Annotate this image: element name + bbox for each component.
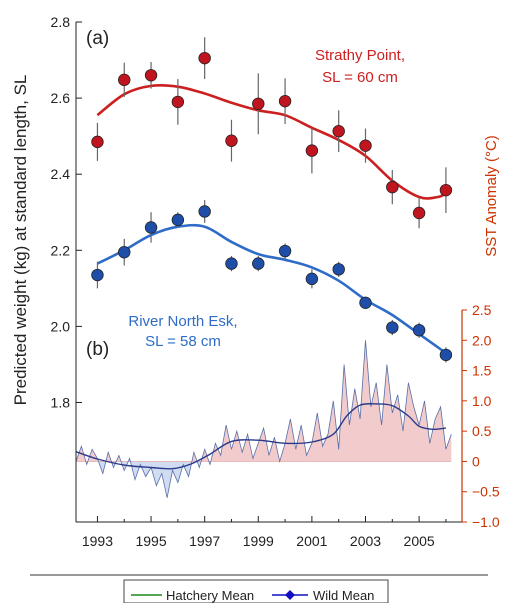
y2-tick-label: 2.0 (472, 332, 492, 348)
data-point (439, 183, 453, 197)
data-point (225, 257, 238, 270)
y-tick-label: 2.4 (51, 166, 71, 182)
data-point (332, 263, 345, 276)
y-tick-label: 2.8 (51, 14, 71, 30)
data-point (305, 272, 319, 286)
panel-label-b: (b) (86, 339, 109, 360)
y-tick-label: 1.8 (51, 394, 71, 410)
river-north-esk-label: River North Esk, (128, 313, 237, 330)
x-tick-label: 1995 (135, 533, 166, 549)
data-point (412, 323, 426, 337)
data-point (171, 95, 185, 109)
data-point (412, 206, 426, 220)
strathy-point-sl-label: SL = 60 cm (322, 69, 398, 86)
sst-smoothed-line (75, 403, 446, 470)
trend-line-1 (96, 223, 447, 355)
y2-tick-label: 1.5 (472, 363, 492, 379)
axes: 1.8 2.0 2.2 2.4 2.6 2.8 1993 1995 1997 1999 2001 20… (51, 14, 500, 549)
data-point (305, 144, 319, 157)
y-tick-label: 2.0 (51, 318, 71, 334)
data-point (252, 257, 265, 270)
x-tick-label: 1993 (82, 533, 113, 549)
y2-tick-label: −1.0 (472, 514, 500, 530)
data-point (252, 97, 265, 111)
x-tick-label: 2005 (404, 533, 435, 549)
data-point (144, 69, 158, 82)
strathy-point-label: Strathy Point, (315, 47, 405, 64)
data-point (118, 245, 131, 259)
legend-hatchery-label: Hatchery Mean (166, 588, 254, 603)
legend: Hatchery Mean Wild Mean (123, 579, 389, 603)
data-point (278, 244, 292, 258)
data-point (359, 139, 372, 152)
sst-anomaly-layer (75, 340, 452, 498)
data-point (144, 221, 158, 234)
data-points (91, 37, 453, 363)
y-tick-label: 2.6 (51, 90, 71, 106)
data-point (118, 73, 131, 87)
data-point (386, 180, 399, 194)
legend-wild-marker (285, 590, 295, 600)
x-tick-label: 2003 (350, 533, 381, 549)
sst-negative-fill (85, 461, 211, 498)
panel-label-a: (a) (86, 28, 109, 49)
y2-axis-title: SST Anomaly (°C) (483, 135, 500, 257)
y2-tick-label: 1.0 (472, 393, 492, 409)
x-tick-label: 2001 (296, 533, 327, 549)
sst-monthly-line (75, 340, 452, 498)
data-point (278, 94, 292, 108)
y-tick-label: 2.2 (51, 242, 71, 258)
y2-tick-label: 0 (472, 453, 480, 469)
legend-wild-label: Wild Mean (313, 588, 374, 603)
sst-positive-fill (76, 340, 452, 462)
data-point (198, 205, 211, 218)
data-point (225, 134, 238, 147)
x-tick-label: 1997 (189, 533, 220, 549)
legend-box (123, 579, 389, 603)
data-point (386, 321, 399, 334)
data-point (91, 268, 104, 282)
river-north-esk-sl-label: SL = 58 cm (145, 333, 221, 350)
x-tick-label: 1999 (243, 533, 274, 549)
y2-tick-label: −0.5 (472, 484, 500, 500)
data-point (332, 124, 345, 138)
y-axis-title: Predicted weight (kg) at standard length… (11, 75, 30, 406)
data-point (91, 135, 104, 149)
data-point (359, 296, 372, 310)
data-point (171, 213, 185, 227)
y2-tick-label: 0.5 (472, 423, 492, 439)
y2-tick-label: 2.5 (472, 302, 492, 318)
data-point (439, 348, 453, 362)
data-point (198, 51, 211, 65)
